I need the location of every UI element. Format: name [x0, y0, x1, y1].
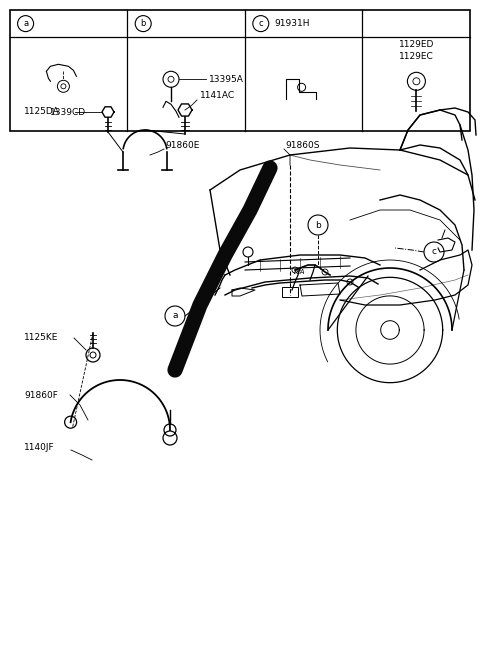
- Text: a: a: [172, 312, 178, 321]
- Text: c: c: [259, 19, 263, 28]
- Text: 91931H: 91931H: [275, 19, 310, 28]
- Text: 13395A: 13395A: [209, 75, 244, 84]
- Text: 1125KE: 1125KE: [24, 333, 59, 342]
- Text: 1141AC: 1141AC: [200, 91, 235, 100]
- Text: 1339CD: 1339CD: [50, 108, 86, 117]
- Text: a: a: [23, 19, 28, 28]
- Text: b: b: [141, 19, 146, 28]
- Text: KIA: KIA: [294, 269, 306, 275]
- Text: 91860E: 91860E: [165, 140, 199, 150]
- Text: 1129ED
1129EC: 1129ED 1129EC: [399, 41, 434, 61]
- Bar: [10, 10, 470, 131]
- Text: 91860F: 91860F: [24, 390, 58, 400]
- Bar: [282, 287, 298, 297]
- Text: b: b: [315, 220, 321, 230]
- Text: 1125DA: 1125DA: [24, 108, 60, 117]
- Text: c: c: [432, 247, 436, 256]
- Text: 91860S: 91860S: [285, 140, 320, 150]
- Text: 1140JF: 1140JF: [24, 443, 55, 453]
